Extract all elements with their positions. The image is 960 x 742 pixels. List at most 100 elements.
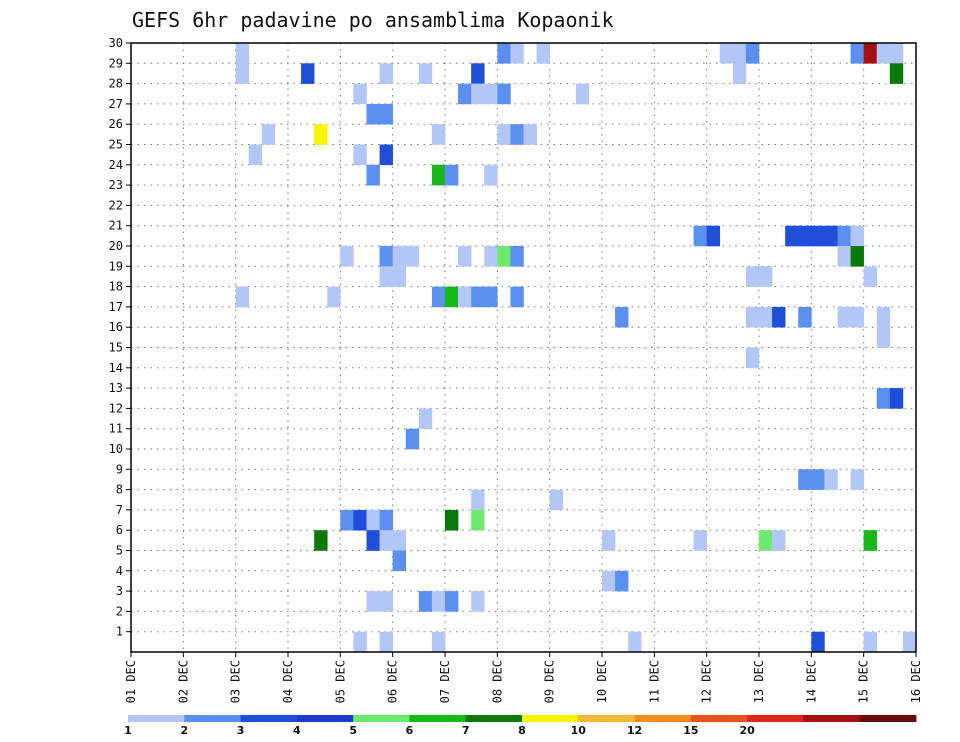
data-cell [484, 164, 498, 186]
y-tick-label: 30 [109, 36, 123, 50]
data-cell [497, 124, 511, 145]
data-cell [876, 43, 891, 64]
data-cell [902, 631, 917, 653]
data-cell [863, 266, 878, 287]
data-cell [628, 631, 642, 653]
data-cell [719, 43, 734, 64]
data-cell [392, 246, 407, 267]
x-tick-label: 05 DEC [333, 660, 347, 703]
colorbar-label: 1 [124, 724, 132, 737]
data-cell [745, 43, 760, 64]
data-cell [811, 469, 825, 490]
y-tick-label: 17 [109, 300, 123, 314]
data-cell [379, 631, 393, 653]
data-cell [798, 306, 812, 328]
y-tick-label: 28 [109, 77, 123, 91]
data-cell [497, 246, 511, 267]
data-cell [353, 631, 367, 653]
y-tick-label: 19 [109, 259, 123, 273]
data-cell [445, 286, 459, 308]
y-tick-label: 14 [109, 361, 123, 375]
data-cell [353, 83, 367, 105]
data-cell [445, 509, 459, 531]
data-cell [745, 306, 760, 328]
data-cell [235, 43, 250, 64]
data-cell [497, 43, 511, 64]
y-tick-label: 23 [109, 178, 123, 192]
colorbar-segment [409, 715, 467, 722]
data-cell [235, 286, 250, 308]
data-cell [484, 83, 498, 105]
colorbar-label: 7 [462, 724, 470, 737]
data-cell [497, 83, 511, 105]
data-cell [366, 530, 380, 551]
data-cell [379, 266, 393, 287]
x-tick-label: 01 DEC [124, 660, 138, 703]
colorbar-label: 20 [739, 724, 755, 737]
colorbar-label: 10 [571, 724, 587, 737]
colorbar-segment [128, 715, 185, 722]
y-tick-label: 18 [109, 280, 123, 294]
data-cell [248, 144, 263, 166]
data-cell [850, 43, 864, 64]
data-cell [418, 591, 433, 612]
x-tick-label: 06 DEC [386, 660, 400, 703]
data-cell [471, 591, 485, 612]
data-cell [379, 246, 393, 267]
y-tick-label: 29 [109, 56, 123, 70]
data-cell [471, 83, 485, 105]
data-cell [379, 103, 393, 125]
y-axis: 1234567891011121314151617181920212223242… [109, 36, 131, 639]
data-cell [863, 43, 878, 64]
colorbar-segment [578, 715, 635, 722]
chart-title: GEFS 6hr padavine po ansamblima Kopaonik [132, 8, 614, 32]
x-tick-label: 14 DEC [804, 660, 818, 703]
data-cell [837, 246, 851, 267]
data-cell [863, 530, 878, 551]
data-cell [772, 530, 786, 551]
data-cell [301, 63, 315, 84]
data-cell [353, 509, 367, 531]
data-cell [471, 286, 485, 308]
x-tick-label: 08 DEC [490, 660, 504, 703]
x-tick-label: 11 DEC [647, 660, 661, 703]
colorbar-segment [353, 715, 410, 722]
data-cell [759, 266, 773, 287]
data-cell [876, 327, 891, 348]
data-cell [811, 631, 825, 653]
data-cell [837, 225, 851, 247]
y-tick-label: 21 [109, 219, 123, 233]
colorbar-label: 6 [406, 724, 414, 737]
colorbar-label: 3 [237, 724, 245, 737]
y-tick-label: 9 [116, 462, 123, 476]
colorbar-label: 5 [349, 724, 357, 737]
data-cell [484, 286, 498, 308]
data-cell [510, 286, 524, 308]
y-tick-label: 16 [109, 320, 123, 334]
y-tick-label: 22 [109, 198, 123, 212]
data-cell [445, 164, 459, 186]
data-cell [327, 286, 341, 308]
data-cell [811, 225, 825, 247]
data-cell [471, 63, 485, 84]
data-cell [458, 246, 472, 267]
y-tick-label: 3 [116, 584, 123, 598]
data-cell [850, 246, 864, 267]
data-cell [405, 428, 420, 450]
data-cell [379, 63, 393, 84]
data-cell [366, 591, 380, 612]
colorbar: 1 2 3 4 5 6 7 8 10 12 15 20 [124, 715, 917, 737]
data-cell [471, 509, 485, 531]
data-cell [523, 124, 537, 145]
data-cell [759, 530, 773, 551]
data-cell [458, 83, 472, 105]
colorbar-segment [465, 715, 523, 722]
data-cell [418, 408, 433, 429]
y-tick-label: 6 [116, 523, 123, 537]
x-tick-label: 09 DEC [543, 660, 557, 703]
data-cell [693, 530, 707, 551]
data-cell [379, 509, 393, 531]
data-cell [314, 530, 328, 551]
data-cell [824, 225, 838, 247]
